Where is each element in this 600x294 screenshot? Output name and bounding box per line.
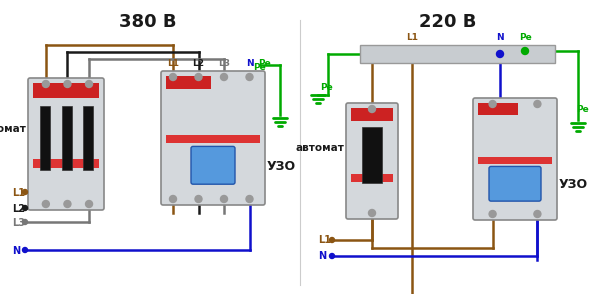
Circle shape — [64, 81, 71, 88]
Circle shape — [521, 48, 529, 54]
Circle shape — [43, 201, 49, 208]
Bar — [351, 108, 393, 121]
Circle shape — [23, 220, 28, 225]
FancyBboxPatch shape — [346, 103, 398, 219]
Circle shape — [170, 74, 176, 81]
Circle shape — [368, 106, 376, 113]
FancyBboxPatch shape — [28, 78, 104, 210]
Circle shape — [195, 196, 202, 203]
FancyBboxPatch shape — [191, 146, 235, 184]
Text: Pe: Pe — [576, 106, 589, 114]
Bar — [33, 83, 99, 98]
Circle shape — [170, 196, 176, 203]
Circle shape — [534, 211, 541, 218]
Text: L3: L3 — [12, 218, 25, 228]
Circle shape — [221, 74, 227, 81]
Circle shape — [497, 51, 503, 58]
Text: L1: L1 — [406, 33, 418, 42]
Circle shape — [221, 196, 227, 203]
Text: L3: L3 — [218, 59, 230, 68]
Text: 220 В: 220 В — [419, 13, 476, 31]
Circle shape — [329, 238, 335, 243]
Circle shape — [195, 74, 202, 81]
Bar — [478, 157, 552, 164]
Bar — [166, 136, 260, 143]
FancyBboxPatch shape — [161, 71, 265, 205]
Text: Pe: Pe — [253, 63, 266, 71]
Text: Pe: Pe — [518, 33, 532, 42]
Circle shape — [368, 210, 376, 216]
Circle shape — [43, 81, 49, 88]
Bar — [62, 106, 72, 170]
Text: УЗО: УЗО — [267, 160, 296, 173]
Text: N: N — [318, 251, 326, 261]
FancyBboxPatch shape — [473, 98, 557, 220]
Bar — [33, 159, 99, 168]
Bar — [478, 103, 518, 115]
Circle shape — [246, 196, 253, 203]
Text: Pe: Pe — [258, 59, 271, 68]
Bar — [40, 106, 50, 170]
Circle shape — [489, 101, 496, 108]
Bar — [360, 45, 555, 63]
Bar — [362, 127, 382, 183]
Circle shape — [329, 253, 335, 258]
Text: автомат: автомат — [295, 143, 344, 153]
Text: N: N — [12, 246, 20, 256]
Bar — [83, 106, 94, 170]
Circle shape — [489, 211, 496, 218]
Circle shape — [23, 248, 28, 253]
Circle shape — [86, 81, 92, 88]
Text: L2: L2 — [193, 59, 205, 68]
Text: N: N — [245, 59, 253, 68]
Text: L1: L1 — [12, 188, 25, 198]
Text: L2: L2 — [12, 204, 25, 214]
Bar — [351, 174, 393, 182]
Circle shape — [246, 74, 253, 81]
Text: N: N — [496, 33, 504, 42]
Circle shape — [23, 206, 28, 211]
Text: L1: L1 — [167, 59, 179, 68]
Text: УЗО: УЗО — [559, 178, 588, 191]
Circle shape — [534, 101, 541, 108]
Circle shape — [23, 190, 28, 195]
Circle shape — [64, 201, 71, 208]
Text: L1: L1 — [318, 235, 331, 245]
Text: 380 В: 380 В — [119, 13, 177, 31]
Text: Pe: Pe — [320, 83, 333, 93]
FancyBboxPatch shape — [489, 166, 541, 201]
Circle shape — [86, 201, 92, 208]
Text: автомат: автомат — [0, 124, 26, 134]
Bar — [166, 76, 211, 89]
